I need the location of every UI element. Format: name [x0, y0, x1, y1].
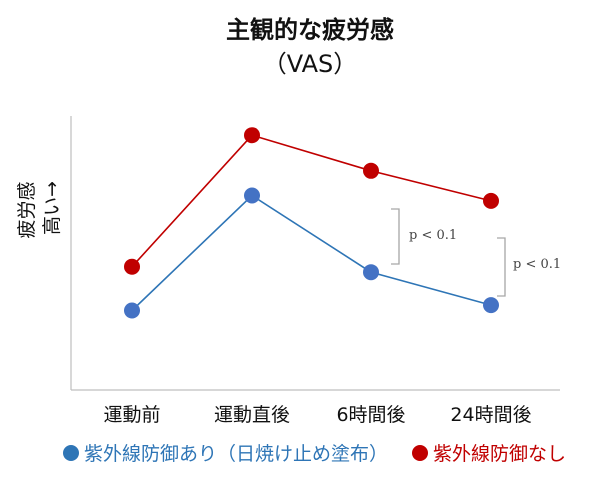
chart-subtitle: （VAS） — [263, 50, 358, 78]
series-layer — [124, 127, 499, 319]
significance-bracket-24h: p < 0.1 — [497, 237, 561, 297]
data-point — [483, 297, 499, 314]
x-tick-label: 24時間後 — [450, 404, 531, 426]
series-line-0 — [131, 194, 492, 312]
significance-bracket-6h: p < 0.1 — [391, 208, 457, 265]
p-value-label-6h: p < 0.1 — [409, 228, 457, 243]
legend-marker-without-protection — [412, 445, 428, 461]
data-point — [124, 258, 140, 275]
y-axis-sublabel: 高い→ — [41, 181, 63, 235]
data-point — [244, 127, 260, 144]
legend-label-with-protection: 紫外線防御あり（日焼け止め塗布） — [84, 442, 388, 465]
y-axis-label: 疲労感 — [16, 181, 38, 238]
data-point — [363, 264, 379, 281]
data-point — [363, 162, 379, 179]
x-tick-labels: 運動前 運動直後 6時間後 24時間後 — [103, 404, 531, 426]
legend-label-without-protection: 紫外線防御なし — [433, 443, 566, 465]
series-line-1 — [131, 134, 492, 268]
data-point — [483, 192, 499, 209]
legend-marker-with-protection — [63, 445, 79, 461]
data-point — [244, 187, 260, 204]
legend: 紫外線防御あり（日焼け止め塗布） 紫外線防御なし — [63, 442, 566, 465]
x-tick-label: 6時間後 — [336, 404, 405, 426]
chart-title: 主観的な疲労感 — [226, 16, 394, 44]
p-value-label-24h: p < 0.1 — [513, 257, 561, 272]
x-tick-label: 運動直後 — [214, 404, 290, 426]
data-point — [124, 302, 140, 319]
x-tick-label: 運動前 — [103, 404, 160, 426]
